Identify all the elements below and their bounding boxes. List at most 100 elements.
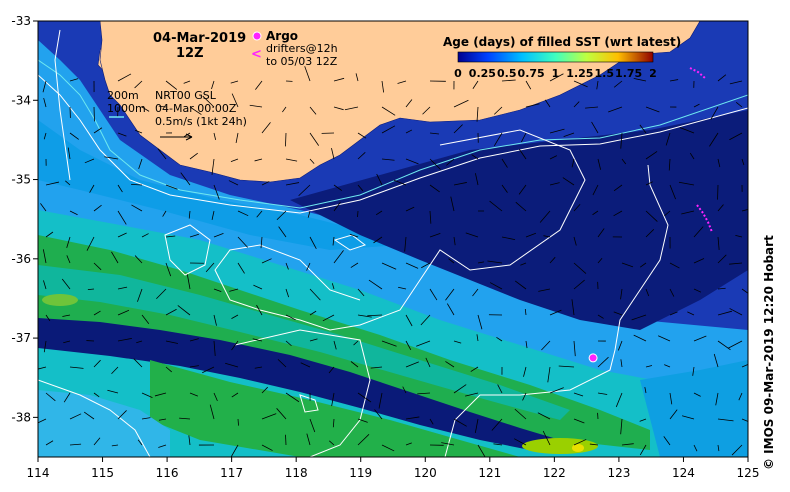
current-vector bbox=[692, 366, 695, 376]
drifter-trail bbox=[696, 204, 713, 233]
current-vector bbox=[376, 173, 383, 186]
current-vector bbox=[735, 101, 743, 108]
current-vector bbox=[491, 418, 503, 431]
current-vector bbox=[285, 392, 300, 403]
current-vector bbox=[307, 210, 311, 218]
current-vector bbox=[405, 99, 413, 108]
current-vector bbox=[285, 340, 292, 347]
x-tick-label: 122 bbox=[543, 466, 566, 480]
current-vector bbox=[117, 232, 127, 238]
current-vector bbox=[213, 314, 217, 326]
current-vector bbox=[154, 392, 167, 397]
current-vector bbox=[617, 340, 623, 351]
vector-scale-label: 0.5m/s (1kt 24h) bbox=[155, 115, 247, 128]
argo-legend-icon bbox=[252, 31, 262, 41]
current-vector bbox=[681, 415, 695, 420]
current-vector bbox=[678, 181, 695, 186]
current-vector bbox=[717, 74, 727, 82]
current-vector bbox=[141, 314, 150, 325]
current-vector bbox=[230, 158, 239, 163]
current-vector bbox=[228, 180, 239, 186]
current-vector bbox=[416, 340, 431, 347]
current-vector bbox=[111, 444, 119, 447]
current-vector bbox=[69, 210, 78, 216]
current-vector bbox=[45, 440, 54, 446]
current-vector bbox=[405, 314, 413, 327]
current-vector bbox=[211, 158, 215, 175]
current-vector bbox=[741, 418, 748, 422]
contour-200m bbox=[38, 59, 748, 209]
current-vector bbox=[549, 155, 558, 160]
current-vector bbox=[429, 210, 432, 224]
axis-ticks: 114 115 116 117 118 119 120 121 122 123 124 125-33-… bbox=[11, 14, 759, 480]
current-vector bbox=[453, 236, 456, 246]
current-vector bbox=[165, 80, 178, 90]
current-vector bbox=[69, 132, 79, 140]
current-vector bbox=[309, 236, 317, 249]
current-vector bbox=[237, 418, 239, 426]
argo-legend-label: Argo bbox=[266, 29, 298, 43]
contour-white bbox=[38, 379, 151, 457]
current-vector bbox=[613, 184, 623, 192]
current-vector bbox=[687, 311, 695, 316]
current-vector bbox=[135, 129, 143, 134]
current-vector bbox=[693, 258, 705, 264]
current-vector bbox=[669, 262, 680, 269]
current-vector bbox=[309, 288, 321, 301]
colorbar-tick-label: 0.25 bbox=[469, 67, 496, 80]
current-vector bbox=[633, 78, 647, 82]
current-vector bbox=[42, 249, 47, 264]
current-vector bbox=[309, 132, 320, 146]
current-vector bbox=[693, 103, 700, 108]
current-vector bbox=[137, 288, 143, 302]
current-vector bbox=[300, 362, 311, 368]
current-vector bbox=[549, 309, 562, 316]
current-vector bbox=[669, 288, 675, 297]
current-vector bbox=[87, 288, 95, 291]
current-vector bbox=[255, 80, 263, 90]
current-vector bbox=[111, 251, 119, 264]
current-vector bbox=[261, 181, 270, 186]
current-vector bbox=[523, 366, 527, 377]
current-vector bbox=[597, 258, 603, 264]
current-vector bbox=[477, 314, 483, 330]
current-vector bbox=[357, 184, 364, 192]
current-vector bbox=[298, 184, 311, 197]
current-vector bbox=[541, 340, 551, 351]
current-vector bbox=[202, 95, 215, 108]
current-vector bbox=[487, 260, 503, 264]
current-vector bbox=[285, 158, 298, 162]
current-vector bbox=[425, 357, 431, 368]
current-vector bbox=[179, 417, 191, 420]
current-vector bbox=[493, 106, 503, 115]
current-vector bbox=[608, 106, 623, 113]
current-vector bbox=[186, 274, 191, 290]
current-vector bbox=[370, 366, 383, 369]
current-vector bbox=[453, 182, 467, 186]
current-vector bbox=[38, 418, 47, 424]
current-vector bbox=[141, 392, 153, 399]
colorbar-tick-label: 1 bbox=[552, 67, 560, 80]
current-vector bbox=[65, 180, 71, 186]
current-vector bbox=[66, 236, 71, 248]
southwest-blue bbox=[38, 390, 170, 457]
current-vector bbox=[709, 132, 719, 147]
current-vector bbox=[368, 279, 383, 290]
vector-scale-arrowhead bbox=[185, 133, 193, 141]
current-vector bbox=[183, 80, 191, 84]
current-vector bbox=[592, 184, 599, 196]
current-vector bbox=[573, 101, 580, 108]
current-vector bbox=[117, 184, 123, 193]
current-vector bbox=[93, 127, 103, 134]
current-vector bbox=[620, 359, 623, 368]
current-vector bbox=[665, 132, 671, 146]
current-vector bbox=[441, 442, 455, 446]
x-tick-label: 120 bbox=[414, 466, 437, 480]
current-vector bbox=[117, 410, 127, 420]
colorbar-tick-label: 0.75 bbox=[518, 67, 545, 80]
drifter-trail bbox=[689, 67, 706, 79]
current-vector bbox=[741, 158, 745, 166]
south-green-band bbox=[150, 360, 520, 457]
current-vector bbox=[43, 97, 47, 108]
